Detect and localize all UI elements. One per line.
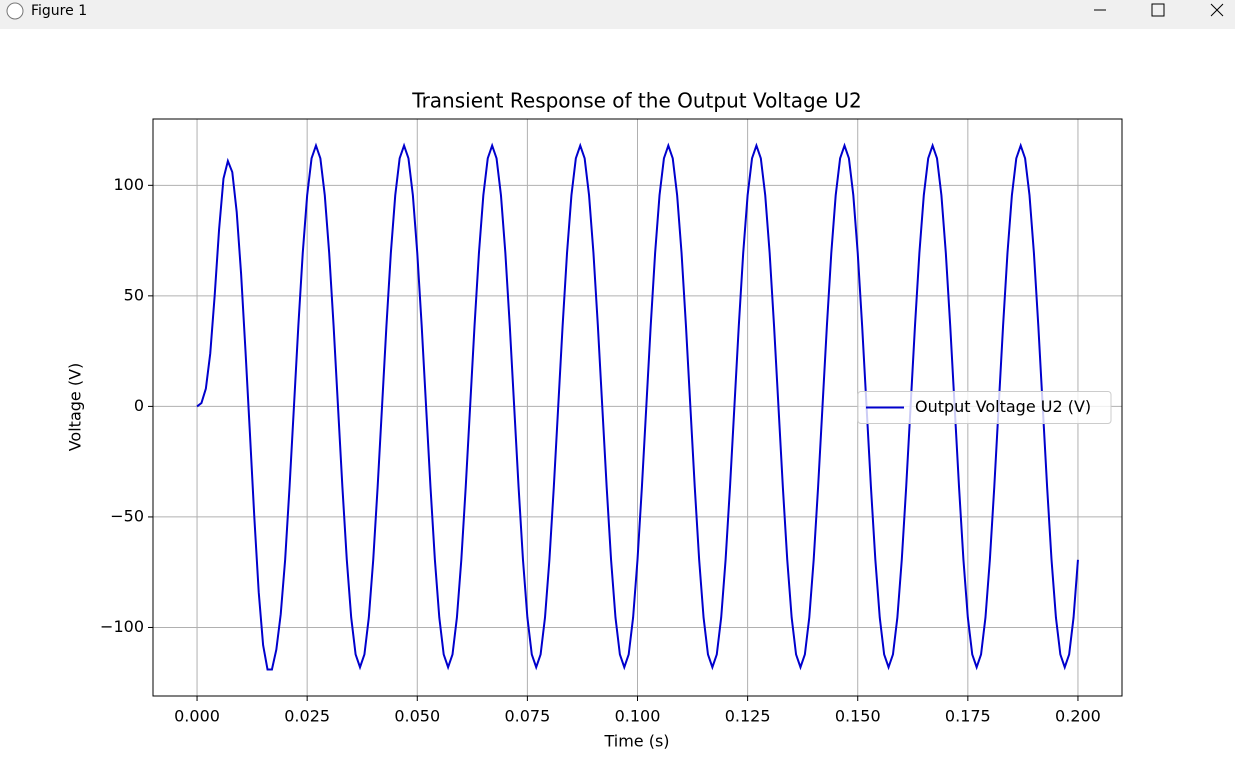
plot-frame bbox=[152, 118, 1123, 697]
legend-box bbox=[857, 391, 1112, 424]
app-icon bbox=[6, 2, 24, 20]
legend-label: Output Voltage U2 (V) bbox=[915, 397, 1091, 416]
y-axis-label: Voltage (V) bbox=[66, 363, 85, 452]
x-tick-label: 0.150 bbox=[835, 707, 881, 726]
x-tick-label: 0.025 bbox=[284, 707, 330, 726]
y-tick-label: 0 bbox=[134, 396, 144, 415]
close-button[interactable] bbox=[1210, 3, 1224, 17]
x-axis-label: Time (s) bbox=[603, 732, 669, 751]
plot: 0.000 0.025 0.050 0.075 0.100 0.125 0.150 0.175… bbox=[100, 118, 1123, 726]
maximize-button[interactable] bbox=[1151, 3, 1165, 17]
window-title: Figure 1 bbox=[31, 3, 87, 19]
x-tick-label: 0.050 bbox=[394, 707, 440, 726]
x-tick-label: 0.200 bbox=[1055, 707, 1101, 726]
x-tick-label: 0.000 bbox=[174, 707, 220, 726]
y-tick-label: −50 bbox=[110, 506, 144, 525]
data-line bbox=[196, 142, 1079, 671]
title-bar bbox=[0, 0, 1235, 29]
y-tick-label: 100 bbox=[113, 175, 144, 194]
chart-title: Transient Response of the Output Voltage… bbox=[411, 89, 861, 113]
legend: Output Voltage U2 (V) bbox=[857, 391, 1112, 424]
x-tick-label: 0.125 bbox=[725, 707, 771, 726]
x-tick-label: 0.175 bbox=[945, 707, 991, 726]
y-tick-label: −100 bbox=[100, 617, 144, 636]
y-tick-label: 50 bbox=[124, 285, 144, 304]
x-tick-label: 0.100 bbox=[615, 707, 661, 726]
x-tick-label: 0.075 bbox=[504, 707, 550, 726]
